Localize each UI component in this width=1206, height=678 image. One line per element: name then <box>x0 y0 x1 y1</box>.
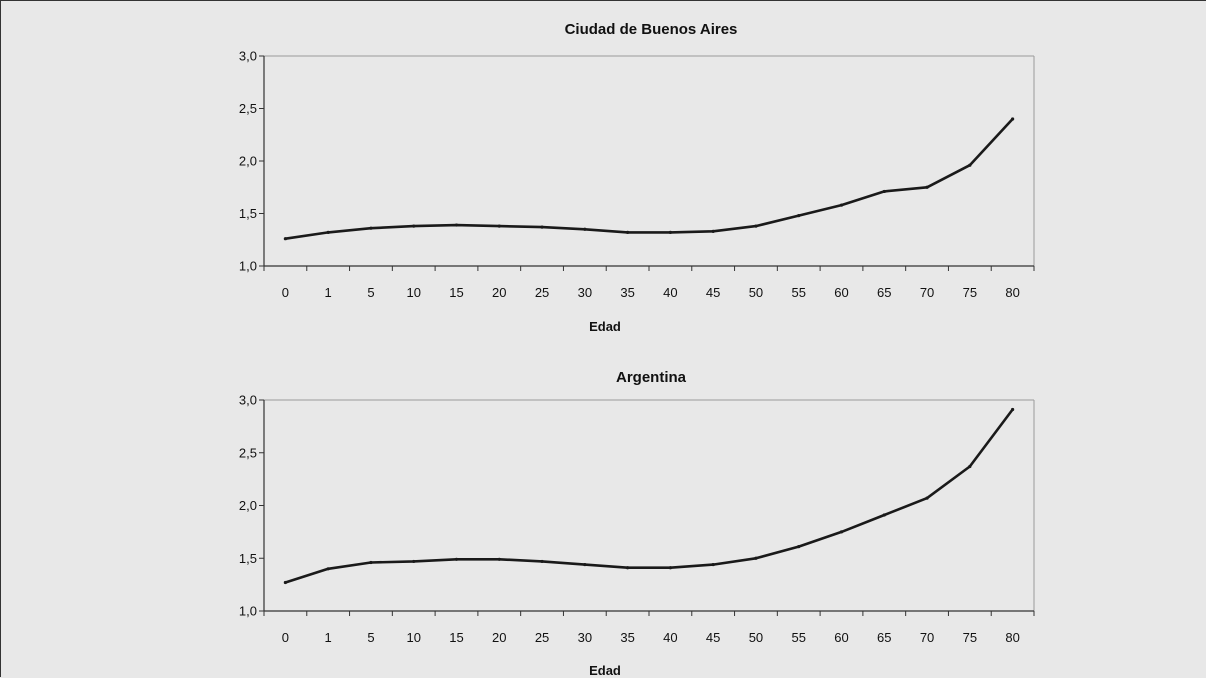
data-point <box>454 557 459 561</box>
data-point <box>369 560 373 565</box>
data-point <box>497 224 501 228</box>
x-tick-label: 1 <box>325 285 332 300</box>
x-tick-label: 60 <box>834 630 848 645</box>
x-tick-label: 50 <box>749 630 763 645</box>
x-tick-label: 10 <box>406 285 420 300</box>
y-tick-label: 2,5 <box>239 101 257 116</box>
x-tick-label: 45 <box>706 630 720 645</box>
x-tick-label: 70 <box>920 630 934 645</box>
data-point <box>882 189 886 194</box>
data-point <box>925 496 929 500</box>
data-point <box>668 230 672 234</box>
data-point <box>797 214 801 218</box>
data-point <box>412 559 416 564</box>
data-point <box>583 562 587 567</box>
x-tick-label: 1 <box>325 630 332 645</box>
data-point <box>1011 117 1015 121</box>
data-point <box>454 223 459 227</box>
x-tick-label: 15 <box>449 285 463 300</box>
data-point <box>711 229 715 233</box>
y-tick-label: 1,5 <box>239 551 257 566</box>
x-tick-label: 80 <box>1005 285 1019 300</box>
data-point <box>839 203 844 207</box>
y-tick-label: 3,0 <box>239 393 257 408</box>
data-point <box>283 580 287 585</box>
x-tick-label: 5 <box>367 630 374 645</box>
x-tick-label: 55 <box>791 285 805 300</box>
data-point <box>968 163 972 167</box>
chart-title: Ciudad de Buenos Aires <box>565 21 738 38</box>
x-tick-label: 80 <box>1005 630 1019 645</box>
data-point <box>626 566 630 570</box>
x-tick-label: 25 <box>535 630 549 645</box>
x-tick-label: 25 <box>535 285 549 300</box>
x-tick-label: 20 <box>492 285 506 300</box>
x-tick-label: 65 <box>877 630 891 645</box>
data-point <box>839 530 844 534</box>
x-tick-label: 40 <box>663 285 677 300</box>
data-point <box>540 225 544 229</box>
data-point <box>369 226 373 230</box>
x-tick-label: 70 <box>920 285 934 300</box>
x-tick-label: 30 <box>578 630 592 645</box>
x-tick-label: 20 <box>492 630 506 645</box>
data-point <box>540 559 544 564</box>
data-point <box>968 464 972 469</box>
x-tick-label: 15 <box>449 630 463 645</box>
series-line <box>284 408 1014 584</box>
data-point <box>668 566 672 570</box>
x-tick-label: 65 <box>877 285 891 300</box>
data-point <box>711 562 715 567</box>
y-tick-label: 2,0 <box>239 154 257 169</box>
data-point <box>1011 407 1015 412</box>
y-tick-label: 3,0 <box>239 49 257 64</box>
x-tick-label: 30 <box>578 285 592 300</box>
x-tick-label: 35 <box>620 630 634 645</box>
x-tick-label: 0 <box>282 285 289 300</box>
data-point <box>412 224 416 228</box>
x-tick-label: 40 <box>663 630 677 645</box>
data-point <box>882 513 886 517</box>
x-tick-label: 5 <box>367 285 374 300</box>
x-tick-label: 0 <box>282 630 289 645</box>
x-tick-label: 45 <box>706 285 720 300</box>
data-point <box>326 230 330 234</box>
chart-title: Argentina <box>616 369 687 386</box>
data-point <box>925 185 929 189</box>
y-tick-label: 1,0 <box>239 259 257 274</box>
series-line <box>284 117 1014 240</box>
y-tick-label: 2,0 <box>239 498 257 513</box>
x-tick-label: 75 <box>963 285 977 300</box>
data-point <box>754 556 758 560</box>
x-tick-label: 75 <box>963 630 977 645</box>
data-point <box>583 227 587 231</box>
x-tick-label: 55 <box>791 630 805 645</box>
data-point <box>326 567 330 571</box>
y-tick-label: 1,0 <box>239 604 257 619</box>
x-tick-label: 60 <box>834 285 848 300</box>
x-tick-label: 35 <box>620 285 634 300</box>
data-point <box>626 230 630 234</box>
x-axis-label: Edad <box>589 319 621 334</box>
data-point <box>497 557 501 561</box>
y-tick-label: 2,5 <box>239 445 257 460</box>
y-tick-label: 1,5 <box>239 206 257 221</box>
data-point <box>283 237 287 241</box>
data-point <box>754 224 758 228</box>
x-axis-label: Edad <box>589 663 621 678</box>
data-point <box>797 545 801 549</box>
x-tick-label: 10 <box>406 630 420 645</box>
x-tick-label: 50 <box>749 285 763 300</box>
